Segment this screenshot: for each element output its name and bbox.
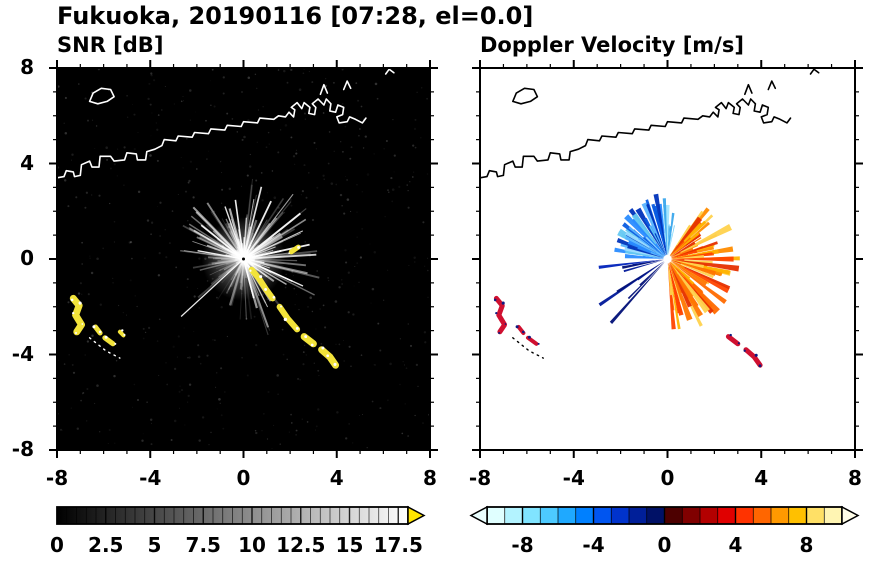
radar-ray-streaks xyxy=(180,178,320,336)
snr-colorbar-tick-label: 0 xyxy=(50,533,64,557)
snr-plot-area xyxy=(57,68,430,450)
snr-axes xyxy=(49,60,438,458)
x-axis-tick-label-doppler: -8 xyxy=(468,466,492,490)
snr-colorbar-tick-label: 15 xyxy=(335,533,364,557)
coastline xyxy=(480,68,820,359)
doppler-colorbar-tick-label: 0 xyxy=(657,533,672,557)
x-axis-tick-label-snr: 0 xyxy=(236,466,251,490)
x-axis-tick-label-snr: -4 xyxy=(139,466,162,490)
snr-colorbar-tick-label: 7.5 xyxy=(185,533,221,557)
coastline xyxy=(57,68,395,359)
doppler-colorbar-tick-label: -8 xyxy=(511,533,534,557)
y-axis-tick-label: -8 xyxy=(11,437,34,461)
y-axis-tick-label: 4 xyxy=(20,150,34,175)
cyan-north-spikes xyxy=(662,198,675,256)
snr-panel-plot xyxy=(49,60,438,458)
ground-clutter-patches xyxy=(69,244,340,369)
ground-clutter-patches xyxy=(493,295,763,368)
x-axis-tick-label-doppler: 8 xyxy=(848,466,862,490)
doppler-colorbar-tick-label: 4 xyxy=(728,533,743,557)
x-axis-tick-label-doppler: -4 xyxy=(562,466,585,490)
y-axis-tick-label: 8 xyxy=(20,55,34,79)
y-axis-tick-label: 0 xyxy=(20,246,34,270)
doppler-colorbar-under-arrow xyxy=(469,505,488,526)
snr-colorbar-tick-label: 10 xyxy=(238,533,266,557)
x-axis-tick-label-snr: -8 xyxy=(45,466,69,490)
x-axis-tick-label-snr: 4 xyxy=(329,466,344,490)
snr-colorbar-tick-label: 5 xyxy=(147,533,162,557)
x-axis-tick-label-snr: 8 xyxy=(423,466,437,490)
doppler-colorbar-over-arrow xyxy=(841,505,860,526)
doppler-axes xyxy=(472,60,863,458)
doppler-colorbar-tick-label: 8 xyxy=(799,533,814,557)
doppler-panel-title: Doppler Velocity [m/s] xyxy=(480,33,744,57)
positive-orange-fan xyxy=(667,207,740,330)
snr-colorbar-tick-label: 12.5 xyxy=(276,533,326,557)
snr-colorbar xyxy=(56,505,426,526)
doppler-panel-plot xyxy=(472,60,863,458)
y-axis-tick-label: -4 xyxy=(11,341,34,366)
figure-title: Fukuoka, 20190116 [07:28, el=0.0] xyxy=(57,2,534,30)
x-axis-tick-label-doppler: 0 xyxy=(660,466,675,490)
doppler-colorbar-segments xyxy=(487,507,843,524)
navy-west-spikes xyxy=(598,259,666,324)
doppler-colorbar-tick-label: -4 xyxy=(582,533,605,557)
doppler-colorbar xyxy=(469,505,860,526)
snr-panel-title: SNR [dB] xyxy=(57,33,164,57)
snr-colorbar-tick-label: 2.5 xyxy=(88,533,124,557)
snr-colorbar-tick-label: 17.5 xyxy=(373,533,423,557)
negative-blue-fan xyxy=(614,193,668,259)
x-axis-tick-label-doppler: 4 xyxy=(754,466,769,490)
doppler-plot-area xyxy=(480,68,855,450)
snr-colorbar-over-arrow xyxy=(407,505,426,526)
